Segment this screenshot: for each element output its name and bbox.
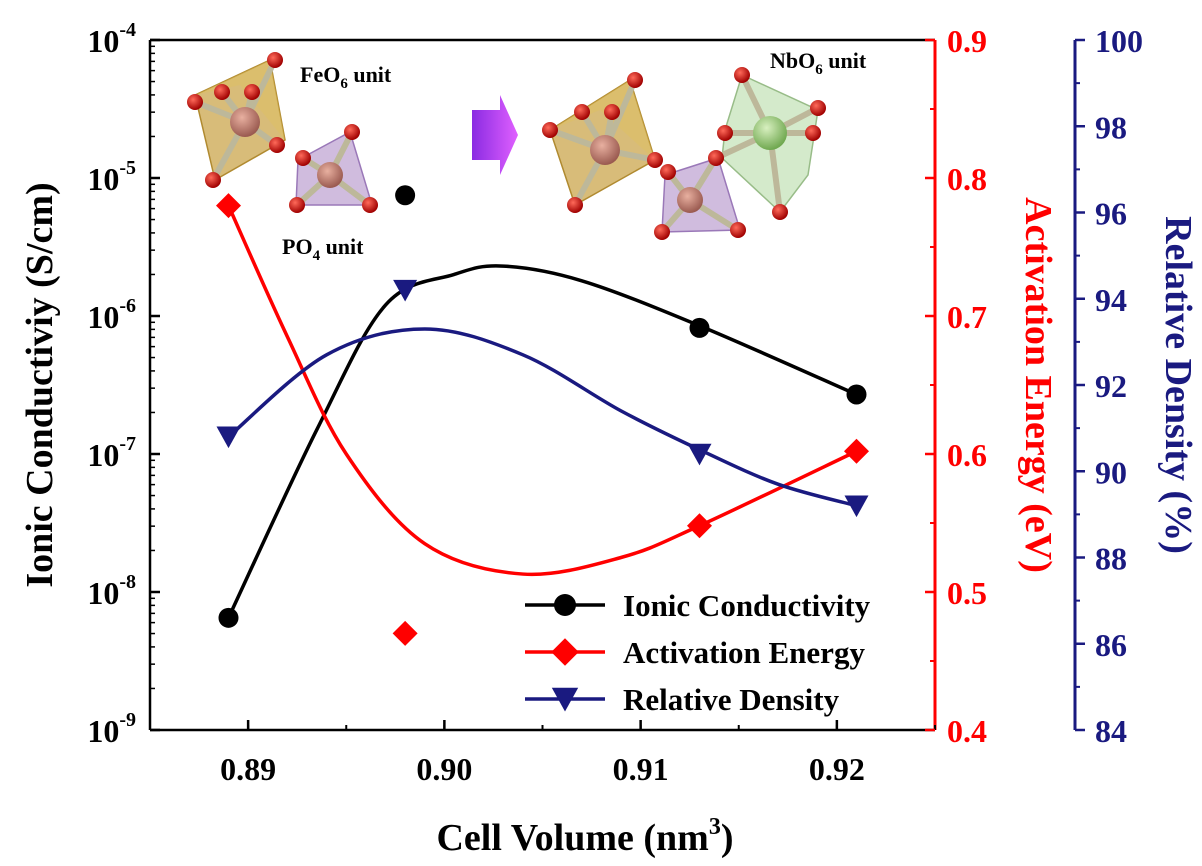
oxygen-atoms-left	[187, 52, 378, 213]
data-point-relative-density	[844, 495, 869, 518]
density-axis-ticks: 84 86 88 90 92 94 96 98 100	[1075, 23, 1143, 749]
left-y-tick-label: 10-9	[87, 709, 136, 749]
series-line-ionic-conductivity	[226, 264, 858, 619]
x-tick-label: 0.91	[613, 751, 669, 787]
density-tick-label: 86	[1095, 627, 1127, 663]
left-y-tick-label: 10-5	[87, 157, 136, 197]
density-tick-label: 94	[1095, 282, 1127, 318]
po4-tetrahedron-left	[294, 129, 374, 208]
x-tick-label: 0.90	[416, 751, 472, 787]
left-y-axis-title: Ionic Conductiviy (S/cm)	[19, 182, 61, 587]
legend-marker-relative-density	[551, 687, 579, 712]
feo6-octahedron-right	[547, 77, 658, 208]
density-tick-label: 96	[1095, 196, 1127, 232]
data-point-relative-density	[216, 426, 241, 449]
x-tick-label: 0.92	[809, 751, 865, 787]
left-y-tick-label: 10-4	[87, 19, 136, 59]
x-tick-label: 0.89	[220, 751, 276, 787]
activation-tick-label: 0.8	[947, 161, 987, 197]
data-point-activation-energy	[687, 513, 712, 539]
data-point-ionic-conductivity	[689, 317, 710, 338]
data-point-ionic-conductivity	[218, 607, 239, 628]
density-tick-label: 100	[1095, 23, 1143, 59]
density-tick-label: 84	[1095, 713, 1127, 749]
activation-axis-title: Activation Energy (eV)	[1017, 197, 1059, 573]
density-tick-label: 90	[1095, 454, 1127, 490]
activation-tick-label: 0.9	[947, 23, 987, 59]
density-axis-title: Relative Density (%)	[1157, 216, 1199, 554]
left-y-tick-label: 10-7	[87, 433, 136, 473]
oxygen-atoms-right	[542, 67, 826, 240]
activation-tick-label: 0.6	[947, 437, 987, 473]
activation-tick-label: 0.7	[947, 299, 987, 335]
legend-marker-ionic-conductivity	[554, 594, 576, 616]
legend: Ionic Conductivity Activation Energy Relat…	[525, 588, 871, 717]
legend-label-relative-density: Relative Density	[623, 682, 840, 717]
x-axis-title: Cell Volume (nm3)	[436, 814, 733, 859]
legend-marker-activation-energy	[551, 638, 579, 666]
data-point-ionic-conductivity	[846, 384, 867, 405]
feo6-label: FeO6 unit	[300, 62, 392, 92]
po4-label: PO4 unit	[282, 234, 364, 264]
data-markers	[216, 185, 869, 646]
transition-arrow	[472, 95, 518, 175]
left-y-tick-label: 10-8	[87, 571, 136, 611]
density-tick-label: 92	[1095, 368, 1127, 404]
data-point-ionic-conductivity	[395, 185, 416, 206]
activation-tick-label: 0.5	[947, 575, 987, 611]
fit-curves	[226, 204, 858, 619]
data-point-relative-density	[393, 279, 418, 302]
activation-tick-label: 0.4	[947, 713, 987, 749]
legend-label-ionic-conductivity: Ionic Conductivity	[623, 588, 871, 623]
left-y-tick-label: 10-6	[87, 295, 136, 335]
nbo6-octahedron	[713, 72, 821, 215]
activation-axis-ticks: 0.4 0.5 0.6 0.7 0.8 0.9	[925, 23, 987, 749]
legend-label-activation-energy: Activation Energy	[623, 635, 865, 670]
crystal-structure-illustration: FeO6 unit NbO6 unit PO4 unit	[187, 48, 867, 264]
series-line-relative-density	[227, 327, 857, 508]
data-point-activation-energy	[216, 193, 241, 219]
data-point-activation-energy	[844, 438, 869, 464]
density-tick-label: 98	[1095, 109, 1127, 145]
data-point-relative-density	[687, 443, 712, 466]
density-tick-label: 88	[1095, 541, 1127, 577]
data-point-activation-energy	[392, 620, 418, 646]
left-y-axis-ticks: 10-9 10-8 10-7 10-6 10-5 10-4	[87, 19, 160, 749]
series-line-activation-energy	[226, 204, 858, 577]
feo6-octahedron-left	[192, 57, 286, 183]
x-axis-ticks: 0.89 0.90 0.91 0.92	[149, 720, 936, 787]
nbo6-label: NbO6 unit	[770, 48, 867, 78]
